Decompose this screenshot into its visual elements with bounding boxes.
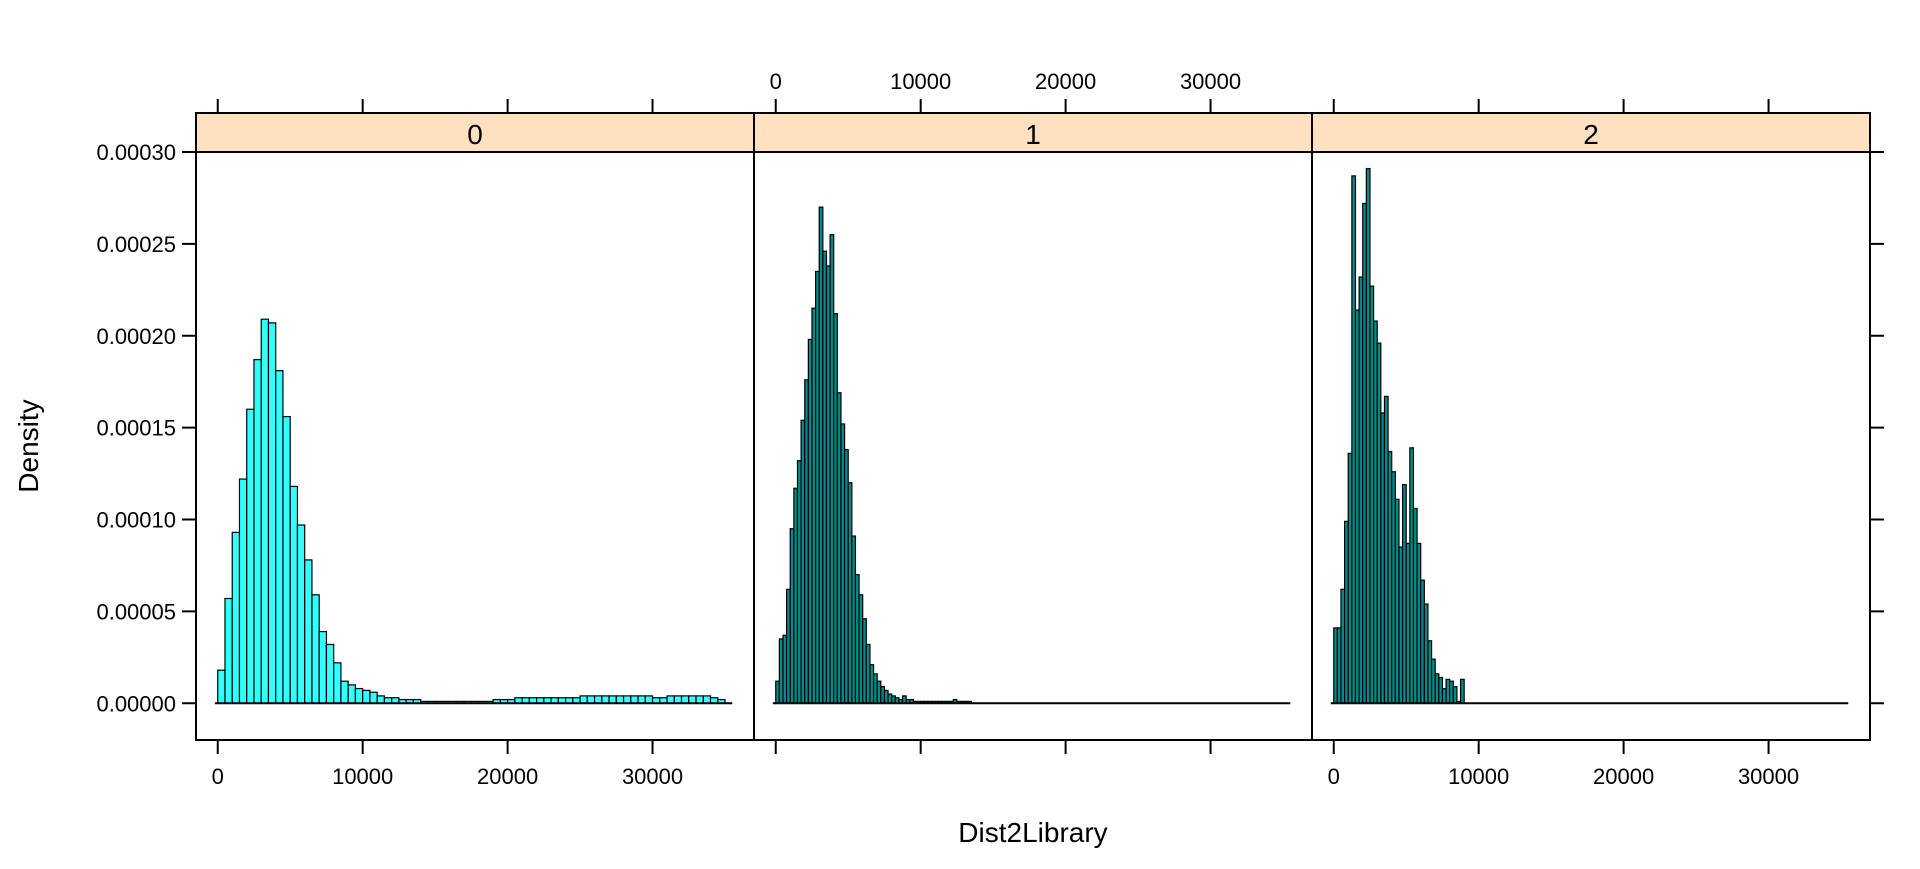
- histogram-bar: [608, 695, 617, 704]
- x-tick-label: 10000: [1448, 764, 1509, 789]
- histogram-bar: [224, 597, 233, 704]
- histogram-bar: [282, 416, 291, 704]
- histogram-bar: [246, 408, 255, 704]
- y-tick-label: 0.00010: [96, 508, 176, 533]
- histogram-bar: [347, 684, 357, 704]
- x-tick-label: 0: [1328, 764, 1340, 789]
- histogram-bar: [267, 322, 277, 704]
- panel-strip-2: [1311, 112, 1871, 153]
- histogram-bar: [630, 695, 639, 704]
- histogram-bar: [637, 695, 646, 704]
- panel-strip-0: [195, 112, 755, 153]
- histogram-bar: [376, 695, 386, 704]
- panel-strip-1: [753, 112, 1313, 153]
- histogram-bar: [601, 695, 610, 704]
- y-tick-label: 0.00015: [96, 416, 176, 441]
- histogram-bar: [615, 695, 625, 704]
- histogram-bar: [680, 695, 690, 704]
- histogram-bar: [673, 695, 683, 704]
- histogram-bar: [217, 669, 226, 704]
- strip-label-0: 0: [467, 119, 483, 150]
- histogram-bar: [231, 531, 241, 704]
- histogram-bar: [695, 695, 704, 704]
- histogram-bar: [586, 695, 596, 704]
- histogram-bar: [289, 485, 299, 704]
- histogram-bar: [644, 695, 654, 704]
- x-tick-label-top: 20000: [1035, 69, 1096, 94]
- y-tick-label: 0.00030: [96, 140, 176, 165]
- x-tick-label: 0: [212, 764, 224, 789]
- x-tick-label-top: 10000: [890, 69, 951, 94]
- x-tick-label: 30000: [622, 764, 683, 789]
- strip-label-1: 1: [1025, 119, 1041, 150]
- x-tick-label-top: 0: [770, 69, 782, 94]
- y-tick-label: 0.00000: [96, 691, 176, 716]
- histogram-bar: [666, 695, 675, 704]
- histogram-bar: [238, 478, 248, 704]
- histogram-bar: [325, 643, 335, 704]
- histogram-bar: [688, 695, 697, 704]
- histogram-bar: [354, 687, 364, 704]
- panel-frame-2: [1311, 151, 1871, 741]
- histogram-bar: [311, 594, 320, 704]
- histogram-bar: [579, 695, 588, 704]
- x-tick-label: 20000: [477, 764, 538, 789]
- x-tick-label: 20000: [1593, 764, 1654, 789]
- histogram-bar: [369, 691, 378, 704]
- x-tick-label: 30000: [1738, 764, 1799, 789]
- histogram-bar: [260, 318, 270, 704]
- histogram-bar: [593, 695, 603, 704]
- histogram-bar: [253, 359, 262, 704]
- histogram-bar: [362, 689, 371, 704]
- histogram-bar: [340, 680, 349, 704]
- y-tick-label: 0.00005: [96, 599, 176, 624]
- histogram-bar: [1459, 678, 1465, 704]
- histogram-bar: [296, 524, 306, 704]
- x-tick-label: 10000: [332, 764, 393, 789]
- histogram-bar: [622, 695, 632, 704]
- y-axis-title: Density: [13, 399, 44, 492]
- x-tick-label-top: 30000: [1180, 69, 1241, 94]
- y-tick-label: 0.00020: [96, 324, 176, 349]
- histogram-bar: [318, 630, 328, 704]
- x-axis-title: Dist2Library: [958, 817, 1107, 848]
- histogram-bar: [1452, 686, 1458, 704]
- strip-label-2: 2: [1583, 119, 1599, 150]
- y-tick-label: 0.00025: [96, 232, 176, 257]
- histogram-bar: [702, 695, 712, 704]
- histogram-bar: [275, 370, 284, 704]
- histogram-bar: [304, 559, 313, 704]
- histogram-bar: [333, 662, 342, 704]
